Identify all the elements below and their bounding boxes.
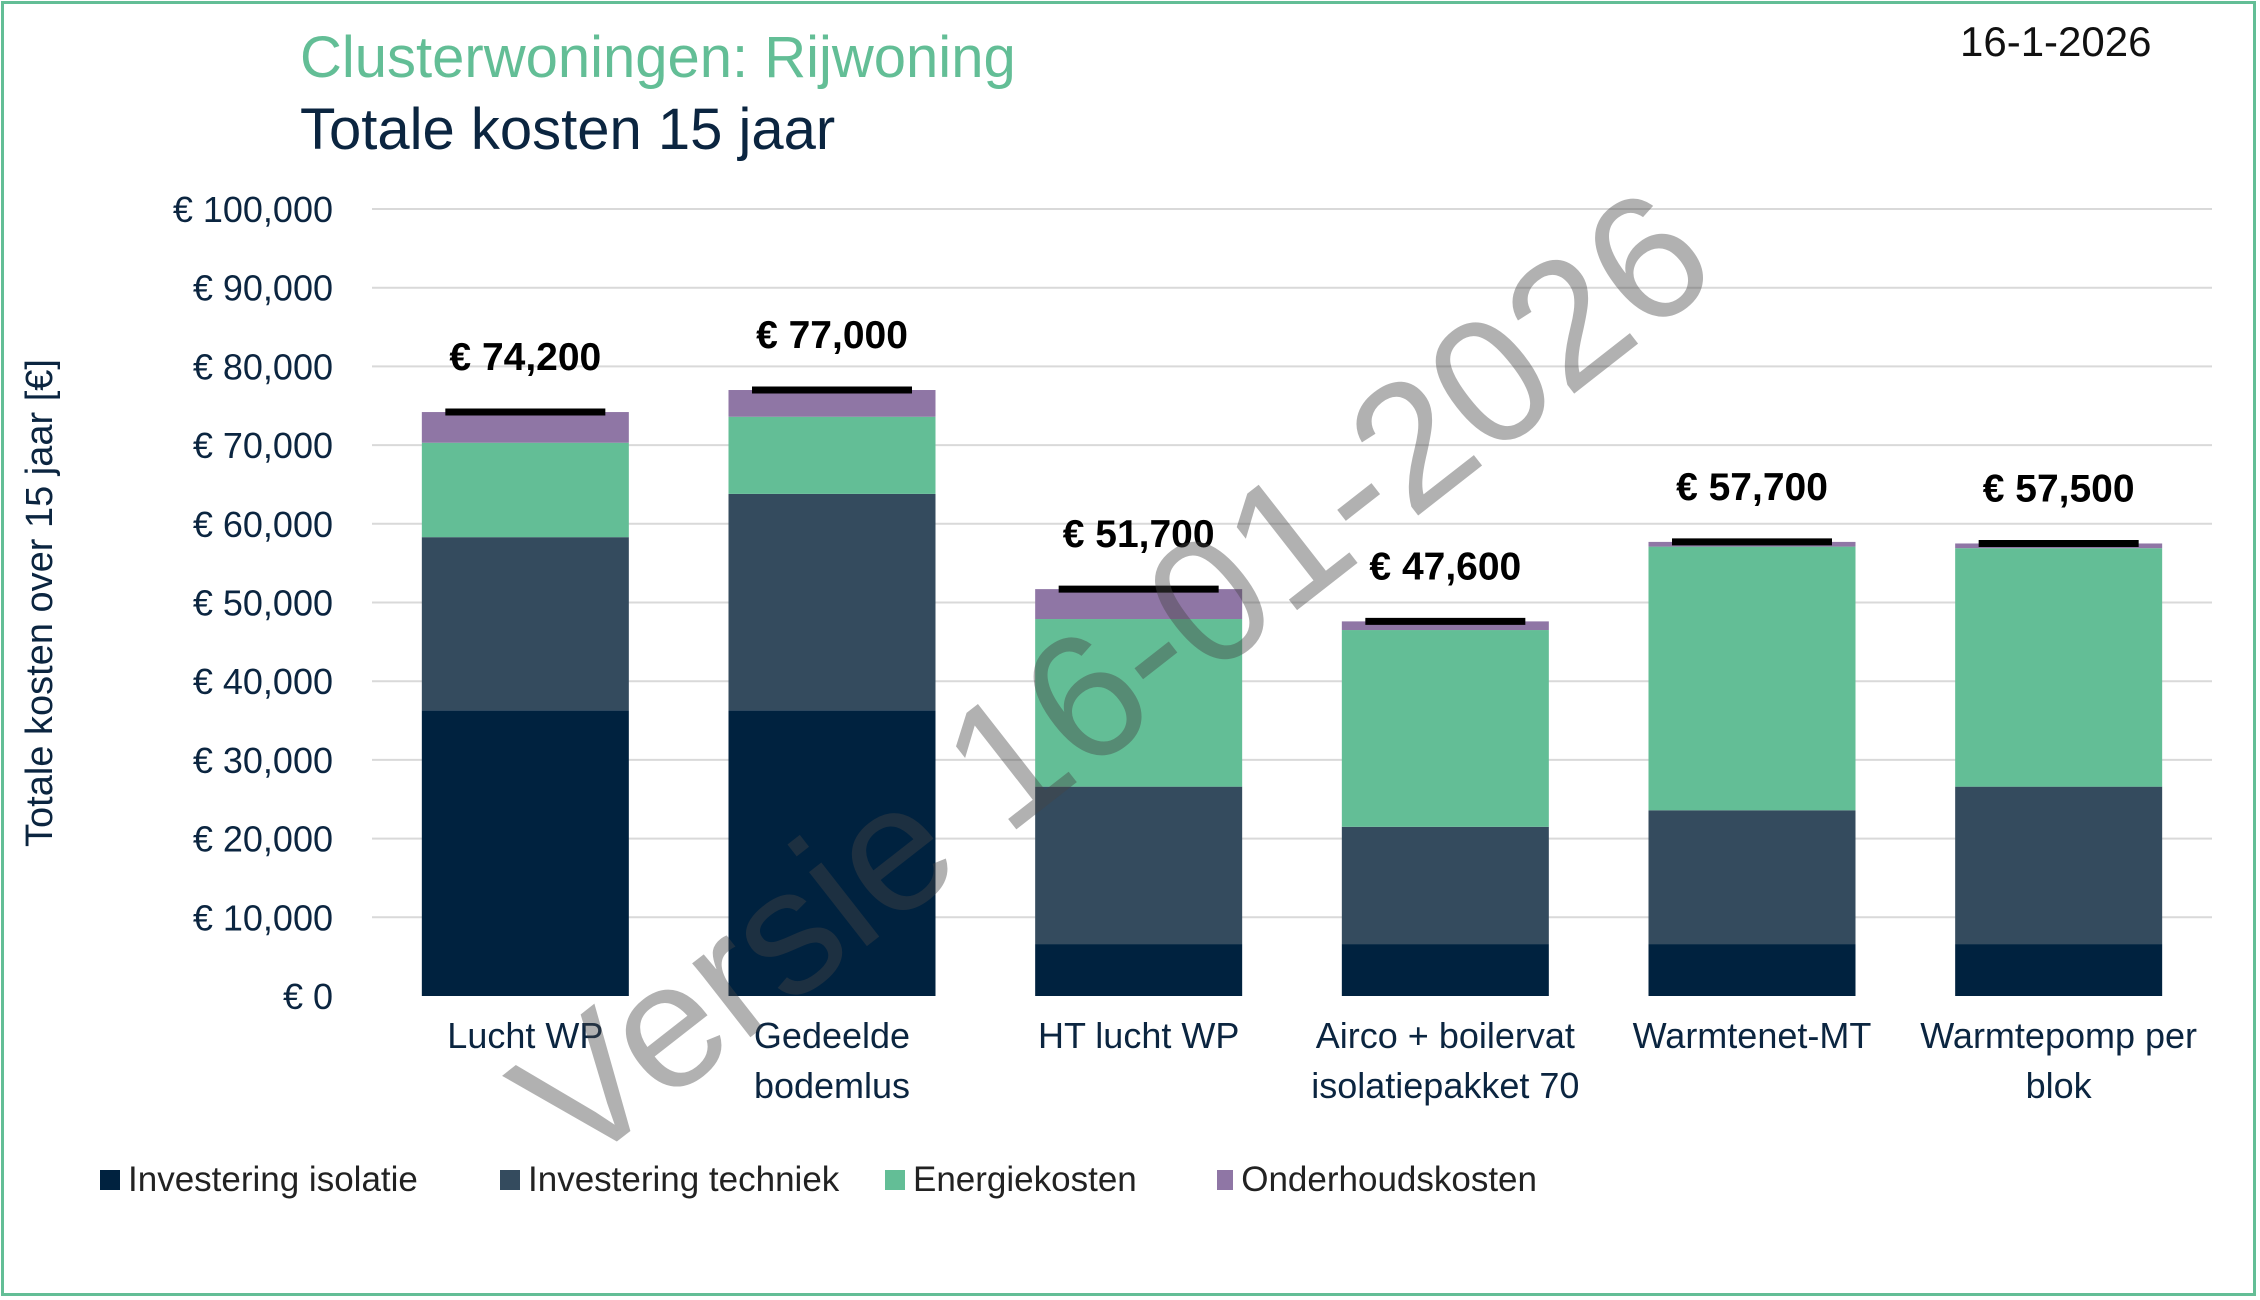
bar-segment (728, 493, 936, 711)
total-label: € 77,000 (756, 314, 908, 357)
y-tick-label: € 30,000 (193, 740, 333, 781)
bar-segment (421, 537, 629, 711)
bar-segment (421, 442, 629, 538)
bar-segment (1648, 546, 1856, 811)
y-tick-label: € 60,000 (193, 504, 333, 545)
bar-segment (1341, 826, 1549, 945)
legend-label: Investering techniek (528, 1160, 840, 1199)
y-tick-label: € 100,000 (173, 189, 333, 230)
x-category-label: Gedeelde (754, 1015, 910, 1056)
bar-segment (1955, 786, 2163, 945)
legend-item: Onderhoudskosten (1217, 1160, 1537, 1200)
total-label: € 51,700 (1063, 513, 1215, 556)
x-category-label: blok (2026, 1065, 2093, 1106)
legend-item: Investering techniek (500, 1160, 885, 1200)
x-category-label: bodemlus (754, 1065, 910, 1106)
total-label: € 57,700 (1676, 466, 1828, 509)
legend-swatch (100, 1170, 120, 1190)
y-tick-label: € 80,000 (193, 346, 333, 387)
bar-segment (421, 412, 629, 443)
total-label: € 47,600 (1369, 545, 1521, 588)
y-tick-label: € 50,000 (193, 583, 333, 624)
bar-segment (1035, 589, 1243, 620)
bar-segment (1341, 630, 1549, 827)
y-tick-label: € 0 (283, 976, 333, 1017)
y-tick-label: € 70,000 (193, 425, 333, 466)
x-category-label: HT lucht WP (1038, 1015, 1239, 1056)
y-tick-label: € 10,000 (193, 897, 333, 938)
total-label: € 74,200 (449, 336, 601, 379)
x-category-label: Warmtenet-MT (1633, 1015, 1872, 1056)
legend-item: Investering isolatie (100, 1160, 500, 1200)
bar-segment (1341, 621, 1549, 631)
bar-segment (728, 416, 936, 494)
legend-label: Investering isolatie (128, 1160, 418, 1199)
y-tick-label: € 90,000 (193, 268, 333, 309)
bar-segment (728, 390, 936, 417)
total-label: € 57,500 (1983, 467, 2135, 510)
date-label: 16-1-2026 (1960, 18, 2152, 65)
y-tick-label: € 40,000 (193, 661, 333, 702)
bar-segment (1341, 944, 1549, 996)
x-category-label: Lucht WP (447, 1015, 603, 1056)
bar-segment (1955, 548, 2163, 787)
bar-segment (1955, 944, 2163, 996)
y-tick-label: € 20,000 (193, 819, 333, 860)
legend-label: Energiekosten (913, 1160, 1137, 1199)
chart-subtitle: Clusterwoningen: Rijwoning (300, 25, 1016, 90)
bar-segment (1648, 810, 1856, 945)
y-axis-label: Totale kosten over 15 jaar [€] (19, 359, 61, 847)
x-category-label: Warmtepomp per (1920, 1015, 2197, 1056)
legend-swatch (500, 1170, 520, 1190)
legend-swatch (885, 1170, 905, 1190)
legend-label: Onderhoudskosten (1241, 1160, 1537, 1199)
legend-swatch (1217, 1170, 1234, 1190)
bar-segment (1648, 944, 1856, 996)
bar-segment (421, 710, 629, 996)
chart-title: Totale kosten 15 jaar (300, 97, 836, 162)
bar-segment (1035, 944, 1243, 996)
bar-segment (1035, 786, 1243, 945)
legend: Investering isolatie Investering techniek… (100, 1160, 1537, 1200)
bar-segment (728, 710, 936, 996)
x-category-label: isolatiepakket 70 (1311, 1065, 1579, 1106)
x-category-label: Airco + boilervat (1316, 1015, 1575, 1056)
bar-segment (1035, 619, 1243, 787)
legend-item: Energiekosten (885, 1160, 1217, 1200)
